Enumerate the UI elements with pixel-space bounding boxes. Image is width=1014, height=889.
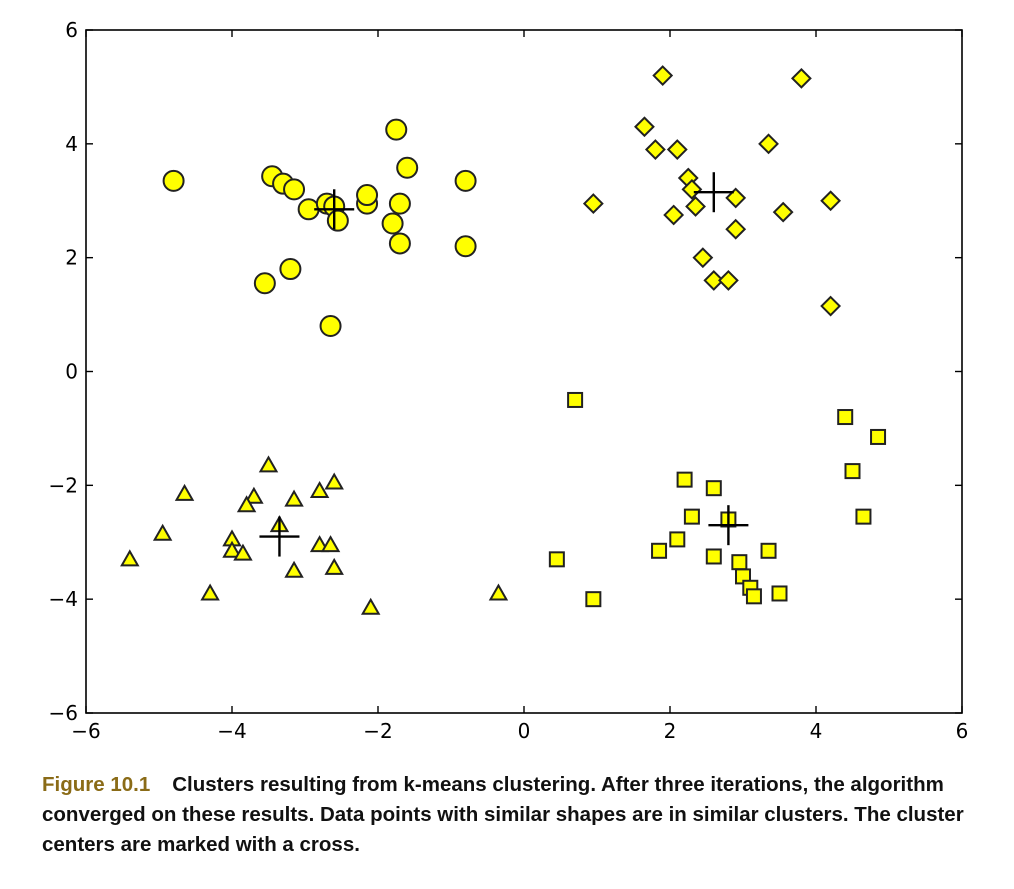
diamond-point (663, 204, 685, 226)
circle-point (388, 232, 411, 255)
diamond-point (692, 247, 714, 269)
square-point (771, 585, 788, 602)
square-point (705, 480, 722, 497)
triangle-point (244, 486, 264, 504)
diamond-point (685, 196, 706, 217)
x-tick-label: −2 (363, 719, 392, 743)
x-tick-label: −4 (217, 719, 246, 743)
x-tick-label: 0 (518, 719, 531, 743)
diamond-point (644, 139, 666, 160)
tick-marks (85, 29, 963, 714)
circle-point (319, 314, 342, 337)
triangle-point (284, 489, 304, 507)
triangle-point (324, 557, 344, 575)
cluster-center-cross (314, 189, 355, 230)
triangle-point (309, 481, 330, 499)
triangle-point (236, 495, 257, 513)
diamond-point (681, 178, 703, 200)
circle-point (454, 235, 477, 258)
cluster-center-cross (708, 505, 749, 546)
y-tick-label: 4 (65, 132, 78, 156)
x-tick-label: 2 (664, 719, 677, 743)
square-point (567, 391, 584, 408)
triangle-point (200, 583, 220, 601)
triangle-point (120, 549, 140, 567)
square-point (651, 542, 668, 559)
circle-point (326, 209, 349, 232)
triangle-point (152, 523, 173, 541)
triangle-point (360, 597, 381, 615)
triangle-point (174, 483, 195, 501)
diamond-point (772, 201, 794, 223)
triangle-point (233, 543, 253, 561)
plot-marks (120, 65, 887, 615)
circle-point (396, 156, 419, 179)
diamond-point (725, 218, 747, 240)
diamond-point (820, 295, 842, 317)
y-tick-label: 2 (65, 246, 78, 270)
circle-point (385, 118, 408, 141)
diamond-point (758, 133, 779, 155)
circle-point (279, 258, 302, 281)
scatter-chart: −6 −4 −2 0 2 4 6 −6 −4 −2 0 2 4 6 (49, 18, 969, 743)
diamond-point (634, 116, 655, 138)
square-point (676, 471, 693, 488)
x-tick-label: 4 (810, 719, 823, 743)
figure-caption-label: Figure 10.1 (42, 773, 151, 796)
figure-caption-text: Clusters resulting from k-means clusteri… (42, 773, 964, 856)
tick-labels: −6 −4 −2 0 2 4 6 −6 −4 −2 0 2 4 6 (49, 18, 969, 743)
triangle-point (222, 540, 242, 558)
square-point (855, 508, 872, 525)
square-point (745, 588, 762, 605)
cluster-center-marks (259, 172, 749, 557)
circle-point (454, 169, 477, 192)
diamond-point (820, 190, 842, 212)
axes-frame (85, 29, 963, 714)
square-point (585, 591, 602, 608)
circle-point (388, 192, 411, 215)
square-point (683, 508, 700, 525)
x-tick-label: −6 (71, 719, 100, 743)
plot-area-border (85, 29, 963, 714)
triangle-point (320, 535, 341, 553)
x-tick-label: 6 (956, 719, 969, 743)
square-point (669, 531, 686, 548)
circle-point (162, 169, 185, 192)
triangle-point (488, 583, 509, 601)
square-point (731, 554, 748, 571)
circle-point (283, 178, 306, 201)
diamond-point (582, 193, 604, 215)
figure-caption: Figure 10.1 Clusters resulting from k-mea… (42, 770, 972, 860)
diamond-point (717, 270, 739, 291)
y-tick-label: 0 (65, 360, 78, 384)
diamond-point (790, 67, 812, 89)
cluster-center-cross (693, 172, 734, 213)
circle-point (253, 272, 276, 295)
triangle-point (324, 472, 344, 490)
diamond-point (666, 139, 688, 160)
square-point (705, 548, 722, 565)
y-tick-label: −6 (49, 701, 78, 725)
square-point (837, 409, 854, 426)
circle-point (381, 212, 404, 235)
cluster-center-cross (259, 516, 300, 557)
diamond-point (703, 270, 725, 291)
square-point (844, 463, 861, 480)
circle-point (356, 184, 379, 207)
square-point (548, 551, 565, 568)
square-point (870, 428, 887, 445)
square-point (760, 542, 777, 559)
y-tick-label: 6 (65, 18, 78, 42)
y-tick-label: −2 (49, 473, 78, 497)
triangle-point (258, 455, 279, 473)
triangle-point (284, 560, 304, 578)
y-tick-label: −4 (49, 587, 78, 611)
diamond-point (652, 65, 674, 86)
